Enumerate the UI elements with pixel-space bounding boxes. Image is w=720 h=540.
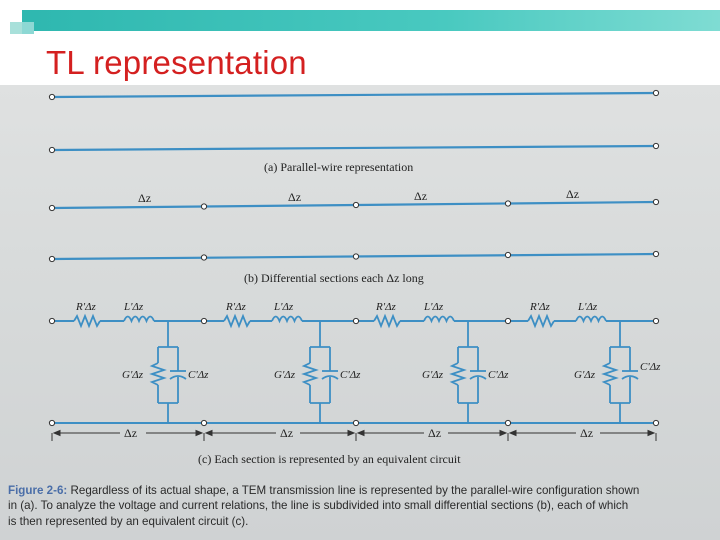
capacitance-label-1: C'Δz bbox=[188, 369, 209, 381]
caption-label: Figure 2-6: bbox=[8, 484, 68, 497]
header-bar bbox=[34, 10, 720, 31]
capacitance-label-3: C'Δz bbox=[488, 369, 509, 381]
resistor-label-2: R'Δz bbox=[225, 301, 247, 313]
section-nodes-b bbox=[48, 198, 660, 263]
header-square-mid bbox=[22, 22, 34, 34]
inductor-label-2: L'Δz bbox=[273, 301, 294, 313]
resistor-label-4: R'Δz bbox=[529, 301, 551, 313]
dz-label-c1: Δz bbox=[124, 426, 137, 440]
dz-label-b3: Δz bbox=[414, 189, 427, 203]
caption-line-2: in (a). To analyze the voltage and curre… bbox=[8, 499, 629, 513]
header-square-dark bbox=[22, 10, 34, 22]
capacitance-label-2: C'Δz bbox=[340, 369, 361, 381]
resistor-label-3: R'Δz bbox=[375, 301, 397, 313]
label-b: (b) Differential sections each Δz long bbox=[244, 271, 424, 285]
conductance-label-2: G'Δz bbox=[274, 369, 296, 381]
sectioned-wire-pair bbox=[51, 200, 657, 261]
inductor-label-3: L'Δz bbox=[423, 301, 444, 313]
inductor-label-1: L'Δz bbox=[123, 301, 144, 313]
figure-caption: Figure 2-6: Regardless of its actual sha… bbox=[8, 483, 714, 529]
resistor-label-1: R'Δz bbox=[75, 301, 97, 313]
series-inductors bbox=[123, 315, 607, 324]
slide-title: TL representation bbox=[46, 44, 307, 81]
figure-drawing: (a) Parallel-wire representation Δz Δz Δ… bbox=[48, 89, 661, 466]
dz-label-b2: Δz bbox=[288, 190, 301, 204]
label-a: (a) Parallel-wire representation bbox=[264, 160, 413, 174]
conductance-label-4: G'Δz bbox=[574, 369, 596, 381]
conductance-label-3: G'Δz bbox=[422, 369, 444, 381]
caption-line-3: is then represented by an equivalent cir… bbox=[8, 514, 249, 528]
dz-label-b1: Δz bbox=[138, 191, 151, 205]
conductance-label-1: G'Δz bbox=[122, 369, 144, 381]
caption-line-1: Figure 2-6: Regardless of its actual sha… bbox=[8, 483, 714, 498]
inductor-label-4: L'Δz bbox=[577, 301, 598, 313]
wire-terminals-a bbox=[48, 89, 660, 154]
dimension-arrows bbox=[51, 429, 657, 441]
dz-label-b4: Δz bbox=[566, 187, 579, 201]
component-labels: R'Δz L'Δz R'Δz L'Δz R'Δz L'Δz R'Δz L'Δz … bbox=[75, 301, 661, 381]
caption-line-1-text: Regardless of its actual shape, a TEM tr… bbox=[70, 484, 640, 497]
series-resistors bbox=[73, 313, 555, 329]
textbook-figure: (a) Parallel-wire representation Δz Δz Δ… bbox=[0, 85, 720, 540]
header-square-light bbox=[10, 22, 22, 34]
dz-label-c4: Δz bbox=[580, 426, 593, 440]
dz-label-c3: Δz bbox=[428, 426, 441, 440]
parallel-wire-pair bbox=[51, 91, 657, 152]
capacitance-label-4: C'Δz bbox=[640, 361, 661, 373]
circuit-nodes bbox=[48, 317, 660, 427]
dz-label-c2: Δz bbox=[280, 426, 293, 440]
shunt-branches bbox=[149, 321, 639, 423]
label-c: (c) Each section is represented by an eq… bbox=[198, 452, 461, 466]
